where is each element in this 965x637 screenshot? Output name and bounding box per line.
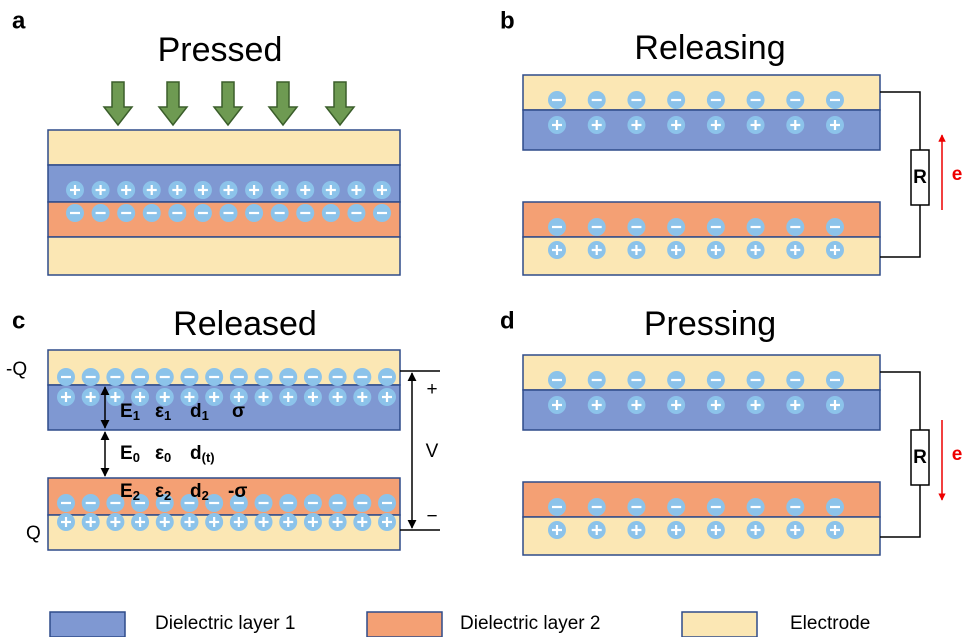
legend-label: Electrode bbox=[790, 613, 870, 634]
quantity: E0 bbox=[120, 443, 140, 465]
quantity-subscript: 1 bbox=[133, 408, 140, 423]
legend-swatch bbox=[50, 612, 125, 637]
legend-label: Dielectric layer 2 bbox=[460, 613, 600, 634]
panel-title: Released bbox=[173, 305, 317, 343]
panel-title: Pressing bbox=[644, 305, 776, 343]
panel-letter: d bbox=[500, 307, 515, 334]
charge-label: -Q bbox=[6, 359, 27, 380]
quantity-subscript: 1 bbox=[164, 408, 171, 423]
resistor-label: R bbox=[913, 447, 927, 468]
press-arrow bbox=[214, 82, 242, 125]
electrode bbox=[523, 75, 880, 110]
quantity: ε0 bbox=[155, 443, 171, 465]
panel-letter: c bbox=[12, 307, 25, 334]
quantity: σ bbox=[232, 401, 245, 422]
electron-label: e bbox=[952, 164, 963, 185]
electrode bbox=[523, 517, 880, 555]
legend-label: Dielectric layer 1 bbox=[155, 613, 295, 634]
diagram: a Pressed b Releasing Re d Pressing Re c Released… bbox=[0, 0, 965, 637]
press-arrow bbox=[159, 82, 187, 125]
press-arrow bbox=[269, 82, 297, 125]
panel-letter: a bbox=[12, 7, 26, 34]
electrode bbox=[523, 237, 880, 275]
quantity-symbol: -σ bbox=[228, 481, 247, 502]
quantity: d(t) bbox=[190, 443, 215, 465]
electrode bbox=[48, 515, 400, 550]
quantity-subscript: 0 bbox=[164, 450, 171, 465]
legend-swatch bbox=[367, 612, 442, 637]
resistor-label: R bbox=[913, 167, 927, 188]
dielectric-1 bbox=[523, 110, 880, 150]
quantity-symbol: E bbox=[120, 443, 133, 464]
quantity-symbol: ε bbox=[155, 481, 164, 502]
quantity-subscript: 2 bbox=[164, 488, 171, 503]
quantity-symbol: d bbox=[190, 481, 202, 502]
quantity-subscript: 1 bbox=[202, 408, 209, 423]
panel-letter: b bbox=[500, 7, 515, 34]
dielectric-2 bbox=[523, 482, 880, 517]
quantity-symbol: d bbox=[190, 401, 202, 422]
quantity-subscript: 2 bbox=[202, 488, 209, 503]
quantity-symbol: σ bbox=[232, 401, 245, 422]
panel-title: Pressed bbox=[158, 31, 283, 69]
quantity-symbol: ε bbox=[155, 443, 164, 464]
dielectric-1 bbox=[48, 385, 400, 430]
electrode bbox=[48, 237, 400, 275]
electrode bbox=[48, 130, 400, 165]
electrode bbox=[523, 355, 880, 390]
charge-label: Q bbox=[26, 523, 41, 544]
dielectric-1 bbox=[523, 390, 880, 430]
quantity-subscript: (t) bbox=[202, 450, 215, 465]
polarity: + bbox=[426, 379, 437, 400]
quantity-symbol: E bbox=[120, 481, 133, 502]
press-arrow bbox=[326, 82, 354, 125]
electrode bbox=[48, 350, 400, 385]
quantity-subscript: 0 bbox=[133, 450, 140, 465]
legend-swatch bbox=[682, 612, 757, 637]
quantity-symbol: d bbox=[190, 443, 202, 464]
electron-label: e bbox=[952, 444, 963, 465]
quantity-symbol: ε bbox=[155, 401, 164, 422]
quantity-subscript: 2 bbox=[133, 488, 140, 503]
dielectric-2 bbox=[48, 478, 400, 515]
quantity-symbol: E bbox=[120, 401, 133, 422]
dielectric-2 bbox=[523, 202, 880, 237]
press-arrow bbox=[104, 82, 132, 125]
quantity: -σ bbox=[228, 481, 247, 502]
polarity: − bbox=[426, 506, 437, 527]
panel-title: Releasing bbox=[634, 29, 785, 67]
voltage-label: V bbox=[426, 441, 439, 462]
